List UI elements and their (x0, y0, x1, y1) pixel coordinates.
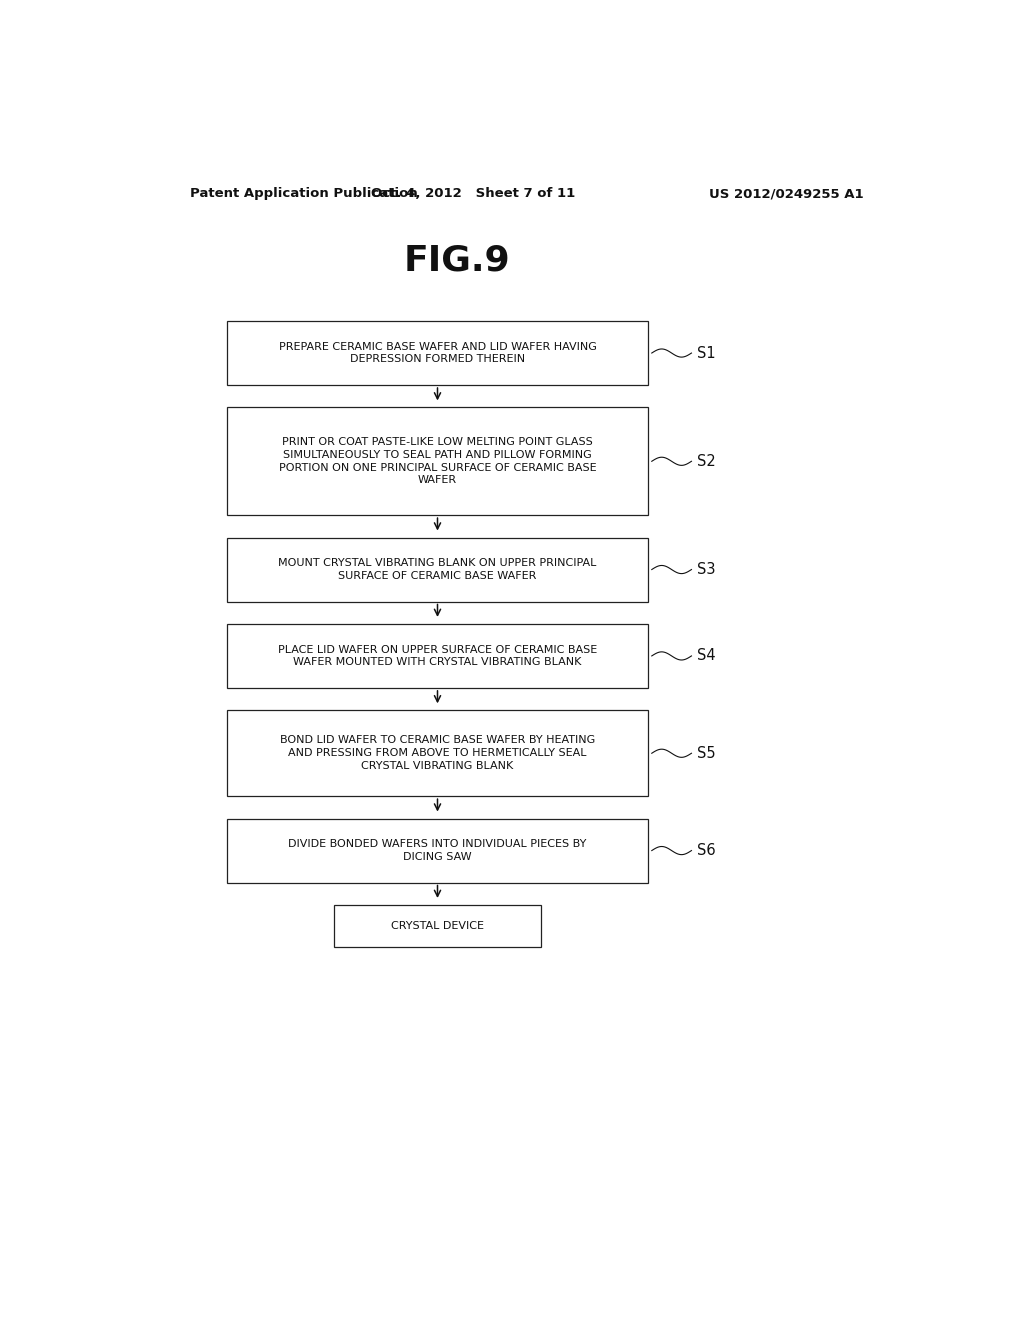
Text: S1: S1 (697, 346, 716, 360)
Text: S6: S6 (697, 843, 716, 858)
Bar (227, 537, 648, 602)
Text: Patent Application Publication: Patent Application Publication (189, 187, 418, 201)
Text: PREPARE CERAMIC BASE WAFER AND LID WAFER HAVING
DEPRESSION FORMED THEREIN: PREPARE CERAMIC BASE WAFER AND LID WAFER… (279, 342, 596, 364)
Bar (334, 906, 541, 948)
Text: US 2012/0249255 A1: US 2012/0249255 A1 (710, 187, 864, 201)
Text: CRYSTAL DEVICE: CRYSTAL DEVICE (391, 921, 484, 931)
Text: FIG.9: FIG.9 (404, 243, 511, 277)
Bar (227, 408, 648, 515)
Bar (227, 818, 648, 883)
Text: S5: S5 (697, 746, 716, 760)
Bar (227, 321, 648, 385)
Text: S4: S4 (697, 648, 716, 664)
Text: S2: S2 (697, 454, 716, 469)
Text: BOND LID WAFER TO CERAMIC BASE WAFER BY HEATING
AND PRESSING FROM ABOVE TO HERME: BOND LID WAFER TO CERAMIC BASE WAFER BY … (280, 735, 595, 771)
Text: PLACE LID WAFER ON UPPER SURFACE OF CERAMIC BASE
WAFER MOUNTED WITH CRYSTAL VIBR: PLACE LID WAFER ON UPPER SURFACE OF CERA… (278, 644, 597, 668)
Text: S3: S3 (697, 562, 716, 577)
Bar (227, 710, 648, 796)
Bar (227, 624, 648, 688)
Text: Oct. 4, 2012   Sheet 7 of 11: Oct. 4, 2012 Sheet 7 of 11 (371, 187, 575, 201)
Text: DIVIDE BONDED WAFERS INTO INDIVIDUAL PIECES BY
DICING SAW: DIVIDE BONDED WAFERS INTO INDIVIDUAL PIE… (289, 840, 587, 862)
Text: PRINT OR COAT PASTE-LIKE LOW MELTING POINT GLASS
SIMULTANEOUSLY TO SEAL PATH AND: PRINT OR COAT PASTE-LIKE LOW MELTING POI… (279, 437, 596, 486)
Text: MOUNT CRYSTAL VIBRATING BLANK ON UPPER PRINCIPAL
SURFACE OF CERAMIC BASE WAFER: MOUNT CRYSTAL VIBRATING BLANK ON UPPER P… (279, 558, 597, 581)
